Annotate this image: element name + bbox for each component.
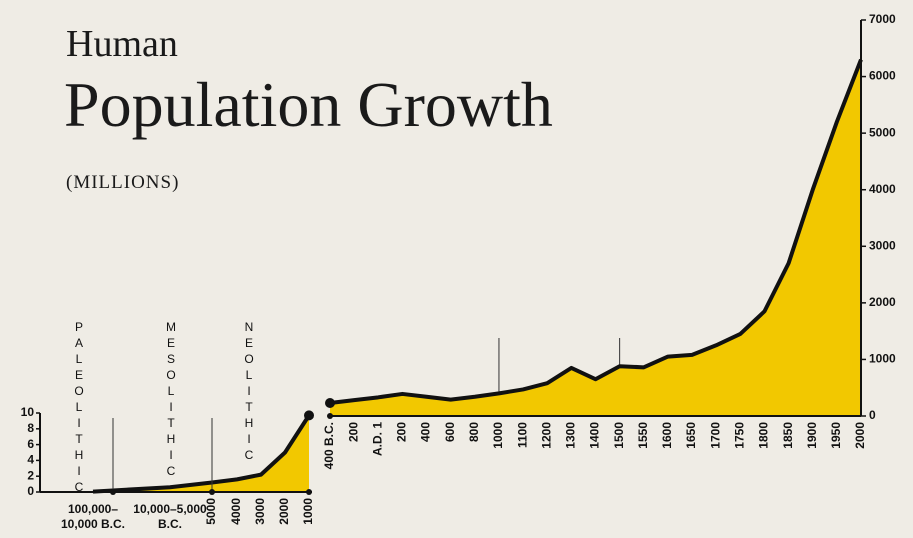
x-tick-label: 1950	[829, 422, 843, 449]
x-tick-label: A.D. 1	[370, 422, 384, 456]
x-tick-label: 1200	[539, 422, 553, 449]
x-tick-label: 1400	[588, 422, 602, 449]
area	[40, 415, 309, 492]
x-tick-label: 1900	[805, 422, 819, 449]
line	[92, 414, 311, 494]
title: Population Growth	[64, 69, 553, 140]
subtitle: (MILLIONS)	[66, 172, 180, 193]
x-tick-label: 5000	[204, 498, 218, 525]
line	[329, 58, 863, 405]
x-tick-label: 1650	[684, 422, 698, 449]
x-tick-label: 1600	[660, 422, 674, 449]
y-tick-label: 5000	[869, 125, 896, 139]
x-tick-label: 2000	[277, 498, 291, 525]
end-dot	[304, 410, 314, 421]
area	[330, 59, 861, 416]
y-tick-label: 1000	[869, 352, 896, 366]
x-tick-label: 4000	[229, 498, 243, 525]
period-label: PALEOLITHIC	[72, 320, 86, 496]
x-tick-label: 2000	[853, 422, 867, 449]
y-tick-label: 3000	[869, 238, 896, 252]
x-tick-label: 3000	[253, 498, 267, 525]
axis-dot	[327, 413, 333, 419]
y-tick-label: 6	[27, 437, 34, 451]
x-tick-label: 1000	[301, 498, 315, 525]
x-tick-label: 400	[419, 422, 433, 442]
y-tick-label: 0	[27, 484, 34, 498]
x-tick-label: 1700	[708, 422, 722, 449]
x-tick-label: 100,000–10,000 B.C.	[60, 502, 126, 531]
y-tick-label: 6000	[869, 69, 896, 83]
y-tick-label: 4000	[869, 182, 896, 196]
start-dot	[325, 397, 335, 408]
kicker: Human	[66, 23, 178, 65]
y-tick-label: 0	[869, 408, 876, 422]
period-label: NEOLITHIC	[242, 320, 256, 464]
x-tick-label: 1550	[636, 422, 650, 449]
y-tick-label: 2	[27, 468, 34, 482]
x-tick-label: 10,000–5,000 B.C.	[133, 502, 207, 531]
axis-dot	[306, 489, 312, 495]
y-tick-label: 2000	[869, 295, 896, 309]
x-tick-label: 1500	[612, 422, 626, 449]
x-tick-label: 200	[346, 422, 360, 442]
y-tick-label: 10	[21, 405, 35, 419]
x-tick-label: 200	[395, 422, 409, 442]
y-tick-label: 7000	[869, 12, 896, 26]
y-tick-label: 8	[27, 421, 34, 435]
x-tick-label: 1850	[781, 422, 795, 449]
x-tick-label: 1300	[564, 422, 578, 449]
x-tick-label: 800	[467, 422, 481, 442]
period-label: MESOLITHIC	[164, 320, 178, 480]
axis-dot	[110, 489, 116, 495]
x-tick-label: 1000	[491, 422, 505, 449]
x-tick-label: 400 B.C.	[322, 422, 336, 469]
x-tick-label: 1100	[515, 422, 529, 448]
x-tick-label: 1800	[757, 422, 771, 449]
x-tick-label: 600	[443, 422, 457, 442]
y-tick-label: 4	[27, 453, 34, 467]
x-tick-label: 1750	[732, 422, 746, 449]
axis-dot	[209, 489, 215, 495]
